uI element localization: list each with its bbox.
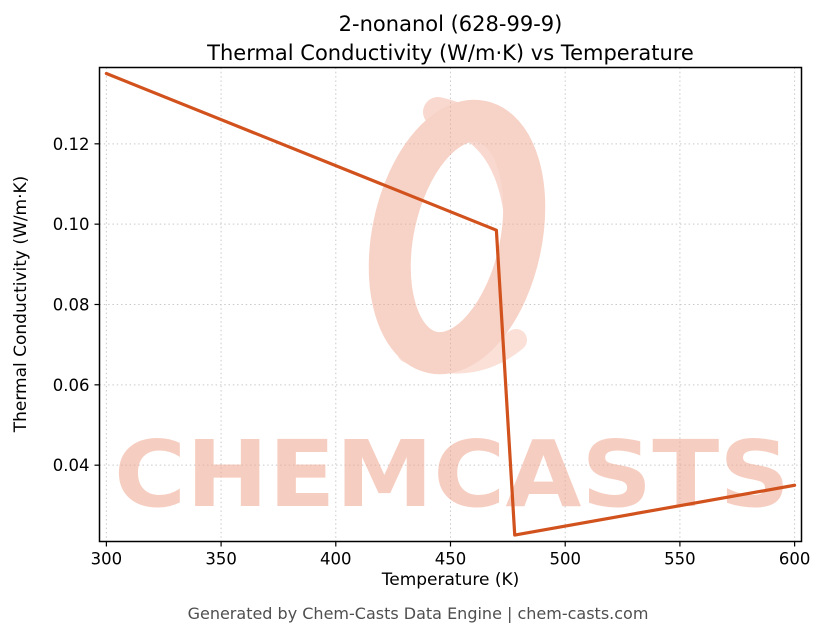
x-tick-label: 600 xyxy=(779,550,811,569)
chart-title: 2-nonanol (628-99-9) Thermal Conductivit… xyxy=(100,10,801,68)
plot-frame xyxy=(98,66,803,543)
watermark-text: CHEMCASTS xyxy=(114,421,790,528)
y-axis-label: Thermal Conductivity (W/m·K) xyxy=(11,175,31,433)
y-tick-label: 0.06 xyxy=(53,376,90,395)
x-tick-label: 450 xyxy=(435,550,467,569)
x-axis-label: Temperature (K) xyxy=(381,570,520,590)
x-tick-label: 550 xyxy=(664,550,696,569)
x-tick-label: 300 xyxy=(91,550,123,569)
watermark-logo xyxy=(368,97,546,375)
y-tick-label: 0.12 xyxy=(53,135,90,154)
chart-title-line2: Thermal Conductivity (W/m·K) vs Temperat… xyxy=(207,40,694,65)
y-tick-label: 0.10 xyxy=(53,215,90,234)
data-line-thermal-conductivity xyxy=(104,71,797,537)
y-tick-label: 0.04 xyxy=(53,456,90,475)
x-tick-label: 400 xyxy=(320,550,352,569)
chart-title-line1: 2-nonanol (628-99-9) xyxy=(338,12,563,36)
y-tick-label: 0.08 xyxy=(53,296,90,315)
x-tick-label: 350 xyxy=(205,550,237,569)
footer-credit: Generated by Chem-Casts Data Engine | ch… xyxy=(187,604,649,623)
x-tick-label: 500 xyxy=(549,550,581,569)
